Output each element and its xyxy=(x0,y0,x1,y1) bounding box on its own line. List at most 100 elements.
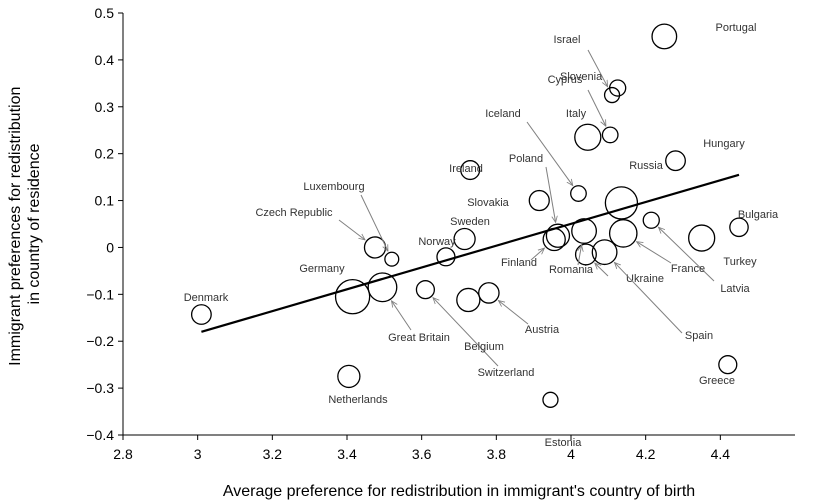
country-label-great-britain: Great Britain xyxy=(388,332,450,344)
y-tick-label: 0.3 xyxy=(95,99,115,115)
bubble-cyprus xyxy=(601,126,619,144)
bubble-poland xyxy=(545,223,571,248)
country-label-estonia: Estonia xyxy=(545,437,583,449)
y-tick-label: 0.2 xyxy=(95,146,115,162)
bubble-italy xyxy=(574,123,602,151)
bubble-romania xyxy=(571,218,598,244)
annotation-arrow-poland xyxy=(545,166,556,222)
country-label-belgium: Belgium xyxy=(464,341,504,353)
country-label-luxembourg: Luxembourg xyxy=(303,181,364,193)
x-tick-label: 3.2 xyxy=(263,446,283,462)
x-tick-label: 4 xyxy=(567,446,575,462)
bubble-great-britain xyxy=(367,272,398,303)
country-label-sweden: Sweden xyxy=(450,216,490,228)
country-label-turkey: Turkey xyxy=(723,256,757,268)
bubble-russia xyxy=(604,186,639,220)
country-label-romania: Romania xyxy=(549,264,594,276)
y-tick-label: −0.1 xyxy=(86,286,114,302)
annotation-arrow-romania xyxy=(578,245,582,266)
annotation-arrow-czech-republic xyxy=(338,219,365,240)
bubble-slovakia xyxy=(528,189,550,212)
bubble-austria xyxy=(478,282,500,304)
country-label-finland: Finland xyxy=(501,257,537,269)
country-label-russia: Russia xyxy=(629,160,664,172)
bubble-sweden xyxy=(453,227,476,251)
country-label-cyprus: Cyprus xyxy=(548,74,583,86)
y-axis-title-line2: in country of residence xyxy=(26,143,43,304)
bubble-hungary xyxy=(665,150,686,172)
country-label-italy: Italy xyxy=(566,108,587,120)
x-tick-label: 4.2 xyxy=(636,446,656,462)
country-label-slovakia: Slovakia xyxy=(467,197,509,209)
country-label-denmark: Denmark xyxy=(184,292,229,304)
country-label-germany: Germany xyxy=(299,263,345,275)
y-tick-label: 0.5 xyxy=(95,5,115,21)
bubble-denmark xyxy=(190,304,212,325)
bubble-ukraine xyxy=(574,243,597,266)
bubble-bulgaria xyxy=(729,217,749,238)
country-label-france: France xyxy=(671,263,705,275)
y-axis-title: Immigrant preferences for redistribution… xyxy=(7,82,43,366)
bubble-belgium xyxy=(456,287,481,313)
country-label-ireland: Ireland xyxy=(449,163,483,175)
regression-line xyxy=(201,173,740,333)
bubble-turkey xyxy=(688,224,716,252)
country-label-latvia: Latvia xyxy=(720,283,750,295)
country-label-switzerland: Switzerland xyxy=(478,367,535,379)
x-tick-label: 4.4 xyxy=(711,446,731,462)
y-tick-label: 0.4 xyxy=(95,52,115,68)
axes: 2.8 3 3.2 3.4 3.6 3.8 4 4.2 4.4 −0.4 −0.3 −0.2 −0.1 0… xyxy=(86,5,795,462)
bubble-france xyxy=(608,219,638,248)
country-label-czech-republic: Czech Republic xyxy=(255,207,333,219)
bubble-israel xyxy=(603,86,621,104)
bubble-switzerland xyxy=(415,280,436,300)
country-label-netherlands: Netherlands xyxy=(328,394,388,406)
country-label-poland: Poland xyxy=(509,153,543,165)
country-label-bulgaria: Bulgaria xyxy=(738,209,779,221)
bubble-latvia xyxy=(642,211,660,229)
bubble-iceland xyxy=(570,185,587,202)
y-tick-label: 0.1 xyxy=(95,193,115,209)
y-tick-label: 0 xyxy=(106,239,114,255)
annotation-arrow-latvia xyxy=(658,227,715,282)
country-label-spain: Spain xyxy=(685,330,713,342)
annotation-arrow-israel xyxy=(587,49,608,87)
annotation-arrow-luxembourg xyxy=(360,194,389,251)
annotation-arrow-iceland xyxy=(526,121,573,186)
bubble-estonia xyxy=(542,391,559,408)
bubble-slovenia xyxy=(608,79,627,97)
country-label-portugal: Portugal xyxy=(716,22,757,34)
bubble-portugal xyxy=(651,23,678,50)
annotation-arrow-finland xyxy=(530,248,544,261)
y-tick-label: −0.4 xyxy=(86,427,114,443)
y-axis-title-line1: Immigrant preferences for redistribution xyxy=(7,87,24,366)
bubble-ireland xyxy=(460,160,481,181)
annotation-arrow-great-britain xyxy=(392,301,412,331)
x-tick-label: 3.6 xyxy=(412,446,432,462)
annotation-arrow-switzerland xyxy=(433,298,499,367)
country-label-greece: Greece xyxy=(699,375,735,387)
country-label-iceland: Iceland xyxy=(485,108,520,120)
y-tick-label: −0.3 xyxy=(86,380,114,396)
bubble-greece xyxy=(718,355,738,375)
country-label-norway: Norway xyxy=(418,236,456,248)
x-tick-label: 3.8 xyxy=(487,446,507,462)
annotation-arrow-cyprus xyxy=(587,89,606,126)
country-label-slovenia: Slovenia xyxy=(560,71,603,83)
bubble-netherlands xyxy=(337,364,361,389)
x-tick-label: 2.8 xyxy=(113,446,133,462)
annotation-arrow-spain xyxy=(614,262,683,334)
x-tick-label: 3.4 xyxy=(337,446,357,462)
x-tick-label: 3 xyxy=(194,446,202,462)
country-label-austria: Austria xyxy=(525,324,560,336)
y-tick-label: −0.2 xyxy=(86,333,114,349)
annotation-arrow-france xyxy=(637,242,672,264)
x-axis-title: Average preference for redistribution in… xyxy=(223,483,695,500)
annotation-arrow-austria xyxy=(498,300,529,325)
bubble-luxembourg xyxy=(384,251,400,267)
bubble-spain xyxy=(591,239,618,266)
country-label-hungary: Hungary xyxy=(703,138,745,150)
annotation-arrow-ukraine xyxy=(595,263,609,277)
